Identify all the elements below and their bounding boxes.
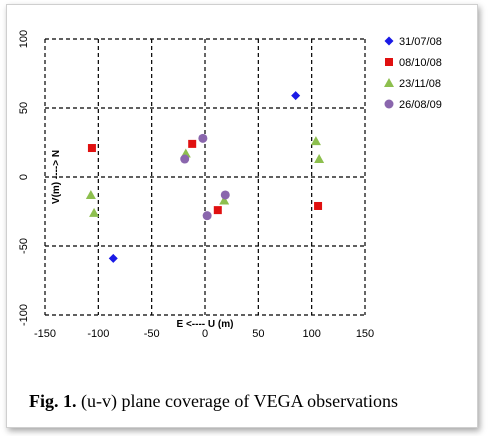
data-point	[87, 144, 96, 153]
legend-marker	[385, 58, 393, 66]
x-axis-title: E <---- U (m)	[177, 319, 234, 330]
data-point	[85, 189, 96, 199]
legend-marker	[384, 36, 394, 46]
data-point	[220, 190, 230, 200]
y-tick-label: 50	[18, 102, 30, 114]
legend-label: 26/08/09	[399, 99, 442, 111]
data-point	[188, 139, 197, 148]
data-point	[213, 206, 222, 215]
x-tick-label: 100	[302, 328, 320, 340]
data-point	[89, 207, 100, 217]
x-tick-label: 0	[202, 328, 208, 340]
y-tick-label: -50	[18, 238, 30, 254]
uv-coverage-chart: -150 -100 -50 0 50 100 150 -100 -50 0 50 100 E <----…	[18, 30, 442, 340]
x-tick-label: -150	[34, 328, 56, 340]
x-tick-label: 150	[356, 328, 374, 340]
figure-caption: Fig. 1. (u-v) plane coverage of VEGA obs…	[29, 391, 398, 412]
figure-frame: -150 -100 -50 0 50 100 150 -100 -50 0 50 100 E <----…	[6, 4, 478, 428]
data-point	[291, 91, 301, 101]
data-point	[108, 253, 118, 263]
y-tick-label: -100	[18, 304, 30, 326]
x-tick-label: -50	[144, 328, 160, 340]
caption-text: (u-v) plane coverage of VEGA observation…	[76, 391, 399, 411]
legend-label: 08/10/08	[399, 57, 442, 69]
data-point	[219, 195, 230, 205]
data-point	[180, 154, 190, 164]
data-point	[314, 154, 325, 164]
data-point	[198, 133, 208, 143]
data-point	[310, 136, 321, 146]
data-point	[202, 211, 212, 221]
legend-marker	[384, 78, 394, 87]
y-axis-title: V(m) ----> N	[51, 150, 62, 204]
x-tick-label: -100	[87, 328, 109, 340]
caption-label: Fig. 1.	[29, 391, 77, 411]
data-point	[314, 201, 323, 210]
legend-label: 23/11/08	[399, 78, 441, 90]
y-tick-label: 0	[18, 174, 30, 180]
legend-marker	[384, 99, 394, 109]
x-tick-label: 50	[252, 328, 264, 340]
y-tick-label: 100	[18, 30, 30, 48]
legend-label: 31/07/08	[399, 36, 442, 48]
